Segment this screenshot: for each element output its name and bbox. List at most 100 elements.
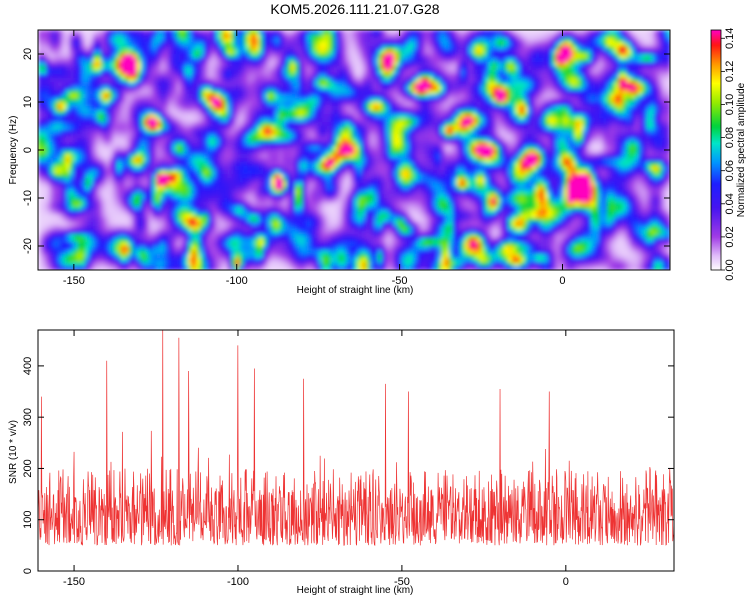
heatmap-cell xyxy=(124,154,130,159)
heatmap-cell xyxy=(93,66,98,71)
heatmap-cell xyxy=(294,42,300,47)
heatmap-cell xyxy=(184,134,189,139)
heatmap-cell xyxy=(89,46,94,51)
heatmap-cell xyxy=(658,134,663,139)
heatmap-cell xyxy=(642,102,647,107)
heatmap-cell xyxy=(97,150,102,155)
heatmap-cell xyxy=(227,74,233,79)
heatmap-cell xyxy=(156,86,162,91)
heatmap-cell xyxy=(140,66,146,71)
heatmap-cell xyxy=(144,110,150,115)
heatmap-cell xyxy=(567,46,572,51)
heatmap-cell xyxy=(519,50,525,55)
heatmap-cell xyxy=(519,58,525,63)
heatmap-cell xyxy=(393,146,399,151)
heatmap-cell xyxy=(527,62,533,67)
heatmap-cell xyxy=(338,74,343,79)
heatmap-cell xyxy=(101,146,106,151)
heatmap-cell xyxy=(480,86,485,91)
heatmap-cell xyxy=(128,146,134,151)
heatmap-cell xyxy=(215,58,221,63)
heatmap-cell xyxy=(575,126,580,131)
heatmap-cell xyxy=(618,58,624,63)
heatmap-cell xyxy=(152,146,158,151)
heatmap-cell xyxy=(282,86,288,91)
heatmap-cell xyxy=(492,62,497,67)
heatmap-cell xyxy=(630,130,636,135)
heatmap-cell xyxy=(314,70,320,75)
heatmap-cell xyxy=(219,66,225,71)
heatmap-cell xyxy=(551,94,557,99)
heatmap-cell xyxy=(433,126,438,131)
heatmap-cell xyxy=(243,94,248,99)
heatmap-cell xyxy=(630,78,636,83)
heatmap-cell xyxy=(294,86,300,91)
heatmap-cell xyxy=(330,74,335,79)
heatmap-cell xyxy=(591,130,596,135)
heatmap-cell xyxy=(322,86,327,91)
heatmap-cell xyxy=(259,138,264,143)
heatmap-cell xyxy=(38,154,43,159)
heatmap-cell xyxy=(120,154,126,159)
heatmap-cell xyxy=(606,134,612,139)
heatmap-cell xyxy=(314,102,320,107)
heatmap-cell xyxy=(124,90,130,95)
heatmap-cell xyxy=(294,122,300,127)
heatmap-cell xyxy=(235,66,241,71)
heatmap-cell xyxy=(393,130,399,135)
heatmap-cell xyxy=(326,142,331,147)
heatmap-cell xyxy=(409,34,414,39)
heatmap-cell xyxy=(342,126,347,131)
heatmap-cell xyxy=(618,146,624,151)
heatmap-cell xyxy=(433,110,438,115)
heatmap-cell xyxy=(504,30,509,35)
heatmap-cell xyxy=(567,102,572,107)
heatmap-cell xyxy=(294,54,300,59)
heatmap-cell xyxy=(393,122,399,127)
heatmap-cell xyxy=(247,54,252,59)
heatmap-cell xyxy=(444,106,450,111)
heatmap-cell xyxy=(492,90,497,95)
heatmap-cell xyxy=(302,126,308,131)
heatmap-cell xyxy=(306,66,312,71)
heatmap-cell xyxy=(452,42,458,47)
heatmap-cell xyxy=(413,30,418,35)
heatmap-cell xyxy=(219,82,225,87)
heatmap-cell xyxy=(132,134,138,139)
heatmap-cell xyxy=(255,118,260,123)
heatmap-cell xyxy=(148,122,154,127)
heatmap-cell xyxy=(109,86,114,91)
heatmap-cell xyxy=(223,126,229,131)
heatmap-cell xyxy=(160,114,165,119)
heatmap-cell xyxy=(421,118,426,123)
heatmap-cell xyxy=(448,62,454,67)
heatmap-cell xyxy=(38,90,43,95)
heatmap-cell xyxy=(128,34,134,39)
heatmap-cell xyxy=(263,50,268,55)
heatmap-cell xyxy=(117,62,122,67)
heatmap-cell xyxy=(322,70,327,75)
heatmap-cell xyxy=(73,74,79,79)
heatmap-cell xyxy=(389,54,395,59)
heatmap-cell xyxy=(278,50,284,55)
heatmap-cell xyxy=(219,114,225,119)
heatmap-cell xyxy=(286,42,292,47)
heatmap-cell xyxy=(575,146,580,151)
heatmap-cell xyxy=(318,150,323,155)
heatmap-cell xyxy=(610,30,616,35)
heatmap-cell xyxy=(401,34,406,39)
heatmap-cell xyxy=(654,90,659,95)
heatmap-cell xyxy=(575,138,580,143)
heatmap-cell xyxy=(543,34,549,39)
heatmap-cell xyxy=(267,130,272,135)
heatmap-cell xyxy=(188,70,193,75)
heatmap-cell xyxy=(259,46,264,51)
heatmap-cell xyxy=(579,94,584,99)
heatmap-cell xyxy=(180,114,185,119)
heatmap-cell xyxy=(543,30,549,35)
heatmap-cell xyxy=(113,74,118,79)
heatmap-cell xyxy=(136,34,142,39)
heatmap-cell xyxy=(361,34,367,39)
heatmap-cell xyxy=(267,126,272,131)
heatmap-cell xyxy=(429,134,434,139)
